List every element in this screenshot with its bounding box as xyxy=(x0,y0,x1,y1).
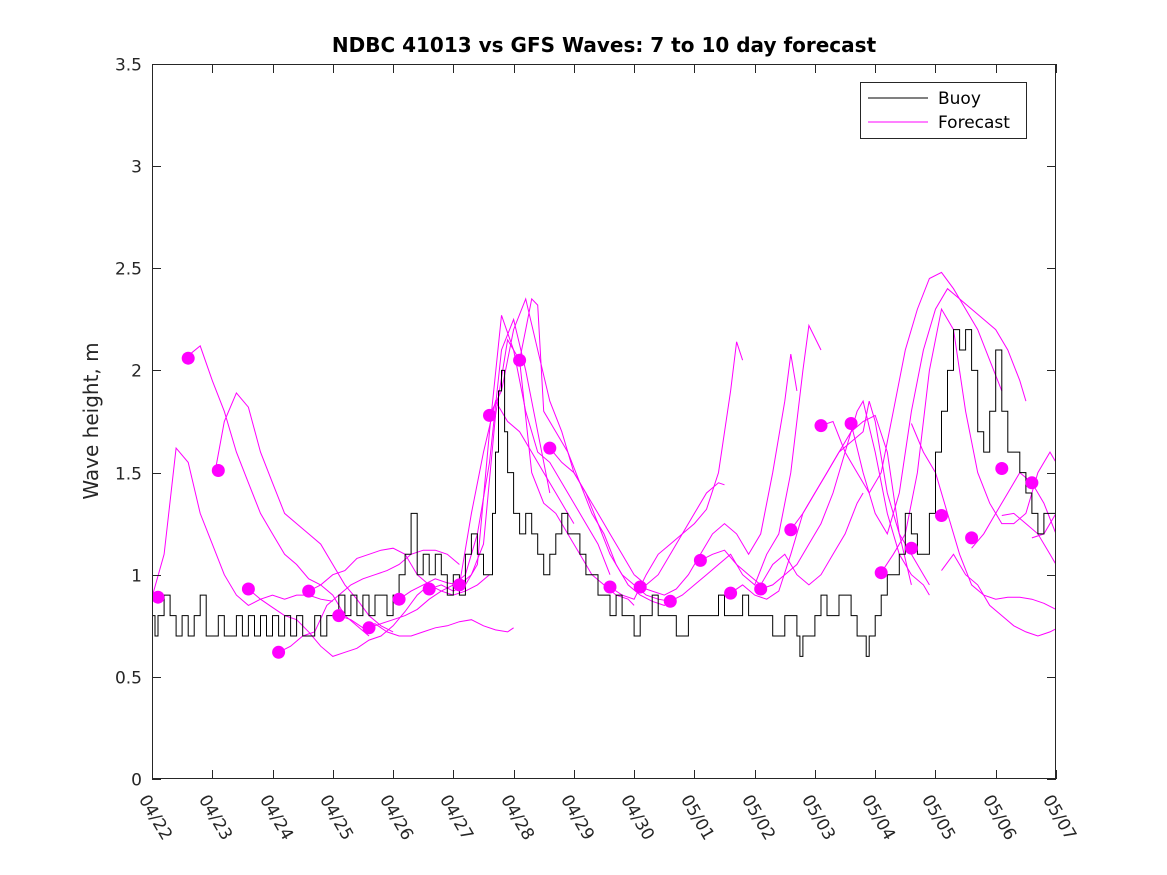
forecast-marker xyxy=(452,578,466,592)
forecast-marker xyxy=(844,417,858,430)
forecast-line xyxy=(850,287,1027,536)
forecast-line xyxy=(1001,512,1056,566)
forecast-marker xyxy=(211,464,225,477)
forecast-marker xyxy=(272,645,286,659)
forecast-marker xyxy=(543,441,557,455)
forecast-marker xyxy=(663,594,677,608)
forecast-marker xyxy=(332,609,346,623)
buoy-line xyxy=(152,329,1056,657)
forecast-line xyxy=(941,553,1056,637)
y-axis-label: Wave height, m xyxy=(79,342,103,499)
y-tick-label: 2 xyxy=(131,362,142,382)
y-tick-label: 3 xyxy=(131,158,142,178)
legend-buoy-label: Buoy xyxy=(938,89,981,109)
forecast-line xyxy=(700,492,864,586)
forecast-marker xyxy=(935,509,948,522)
chart-title: NDBC 41013 vs GFS Waves: 7 to 10 day for… xyxy=(332,33,877,57)
y-tick-label: 0.5 xyxy=(115,669,142,689)
y-axis: 0 0.5 1 1.5 2 2.5 3 3.5 xyxy=(115,56,1056,791)
forecast-line xyxy=(549,447,725,586)
forecast-marker xyxy=(241,582,255,596)
forecast-marker xyxy=(392,592,406,606)
forecast-line xyxy=(760,399,930,596)
y-tick-label: 1 xyxy=(131,567,142,587)
forecast-marker xyxy=(814,419,828,433)
forecast-marker xyxy=(754,582,768,596)
forecast-marker xyxy=(633,580,647,594)
legend-box xyxy=(860,82,1027,139)
forecast-line xyxy=(670,323,822,602)
y-tick-label: 2.5 xyxy=(115,260,142,280)
forecast-line xyxy=(152,446,333,606)
forecast-marker xyxy=(302,584,316,598)
forecast-line xyxy=(519,297,677,606)
forecast-marker xyxy=(784,523,798,537)
axes-box xyxy=(152,64,1056,779)
forecast-line xyxy=(248,584,430,657)
forecast-line xyxy=(609,341,744,600)
forecast-marker xyxy=(152,590,165,604)
forecast-marker xyxy=(422,582,436,596)
forecast-marker xyxy=(724,586,738,600)
forecast-marker xyxy=(693,553,707,567)
forecast-marker xyxy=(874,566,888,580)
forecast-marker xyxy=(965,531,979,545)
forecast-marker xyxy=(904,541,918,555)
legend: Buoy Forecast xyxy=(860,82,1027,139)
y-tick-label: 0 xyxy=(131,771,142,791)
forecast-marker xyxy=(181,351,195,365)
forecast-marker xyxy=(603,580,617,594)
forecast-line xyxy=(910,423,1056,610)
forecast-line xyxy=(820,271,1003,494)
forecast-marker xyxy=(362,621,376,635)
forecast-line xyxy=(398,399,575,600)
forecast-line xyxy=(640,354,798,596)
y-tick-label: 3.5 xyxy=(115,56,142,76)
forecast-marker xyxy=(1025,476,1039,490)
data-layer xyxy=(152,271,1056,659)
forecast-line xyxy=(971,471,1056,549)
legend-forecast-label: Forecast xyxy=(938,113,1010,133)
forecast-marker xyxy=(483,408,496,422)
forecast-line xyxy=(278,549,460,653)
forecast-marker xyxy=(995,462,1009,475)
y-tick-label: 1.5 xyxy=(115,465,142,485)
forecast-marker xyxy=(513,353,527,367)
